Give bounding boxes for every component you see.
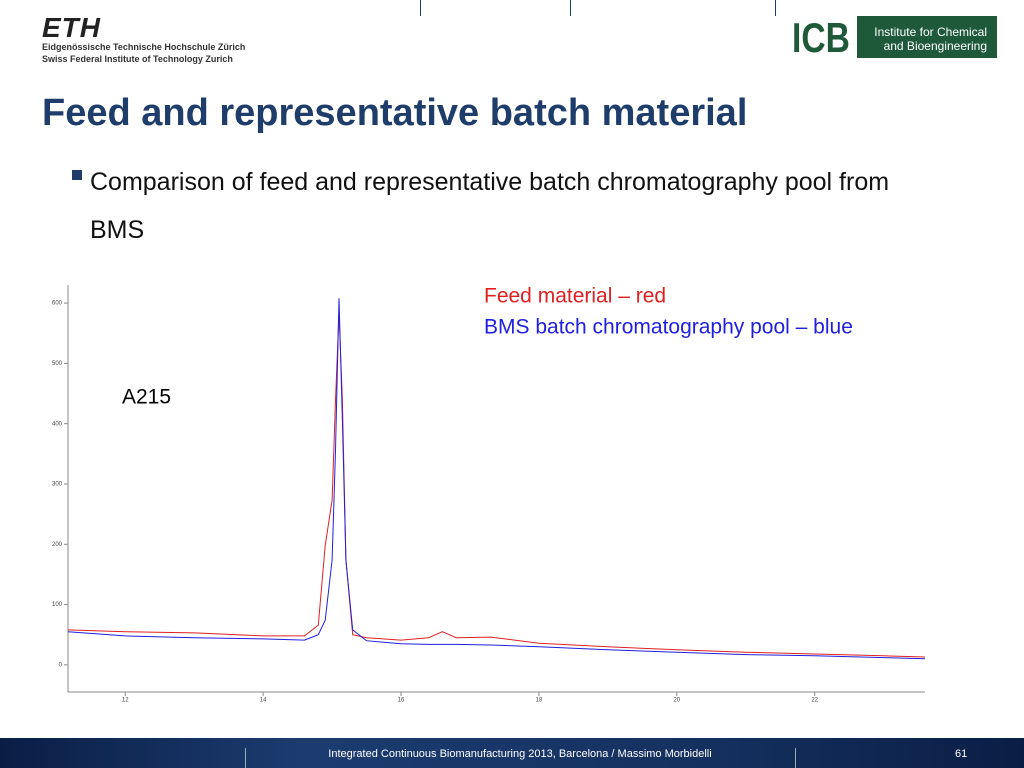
footer-text: Integrated Continuous Biomanufacturing 2… (328, 748, 712, 760)
separator (775, 0, 776, 16)
annotation: BMS batch chromatography pool – blue (484, 316, 853, 339)
chart: 0 100 200 300 400 500 600 12 14 16 18 20 22 Feed mate… (52, 285, 926, 704)
eth-line: Eidgenössische Technische Hochschule Zür… (42, 42, 246, 52)
y-tick-label: 200 (52, 542, 63, 548)
x-tick-label: 12 (122, 698, 129, 704)
x-tick-label: 22 (811, 698, 818, 704)
icb-line: and Bioengineering (883, 39, 987, 53)
y-tick-label: 0 (59, 662, 63, 668)
annotation: Feed material – red (484, 285, 666, 308)
x-tick-label: 14 (260, 698, 267, 704)
y-tick-label: 100 (52, 602, 63, 608)
separator (795, 748, 796, 768)
y-tick-label: 500 (52, 361, 63, 367)
footer: Integrated Continuous Biomanufacturing 2… (0, 738, 1024, 768)
eth-line: Swiss Federal Institute of Technology Zu… (42, 54, 233, 64)
series-line (67, 312, 926, 658)
separator (570, 0, 571, 16)
series-line (67, 298, 926, 660)
icb-logo: ICB (792, 14, 850, 61)
icb-line: Institute for Chemical (874, 25, 987, 39)
x-tick-label: 18 (536, 698, 543, 704)
separator (245, 748, 246, 768)
y-tick-label: 300 (52, 482, 63, 488)
x-tick-label: 20 (673, 698, 680, 704)
bullet-mark (72, 170, 82, 180)
bullet-text: Comparison of feed and representative ba… (90, 168, 890, 244)
annotation: A215 (122, 386, 171, 409)
y-tick-label: 600 (52, 301, 63, 307)
slide-title: Feed and representative batch material (42, 92, 748, 134)
icb-box: Institute for Chemical and Bioengineerin… (857, 16, 997, 58)
eth-logo: ETH (42, 12, 101, 43)
x-tick-label: 16 (398, 698, 405, 704)
page-number: 61 (955, 748, 968, 760)
y-tick-label: 400 (52, 421, 63, 427)
separator (420, 0, 421, 16)
